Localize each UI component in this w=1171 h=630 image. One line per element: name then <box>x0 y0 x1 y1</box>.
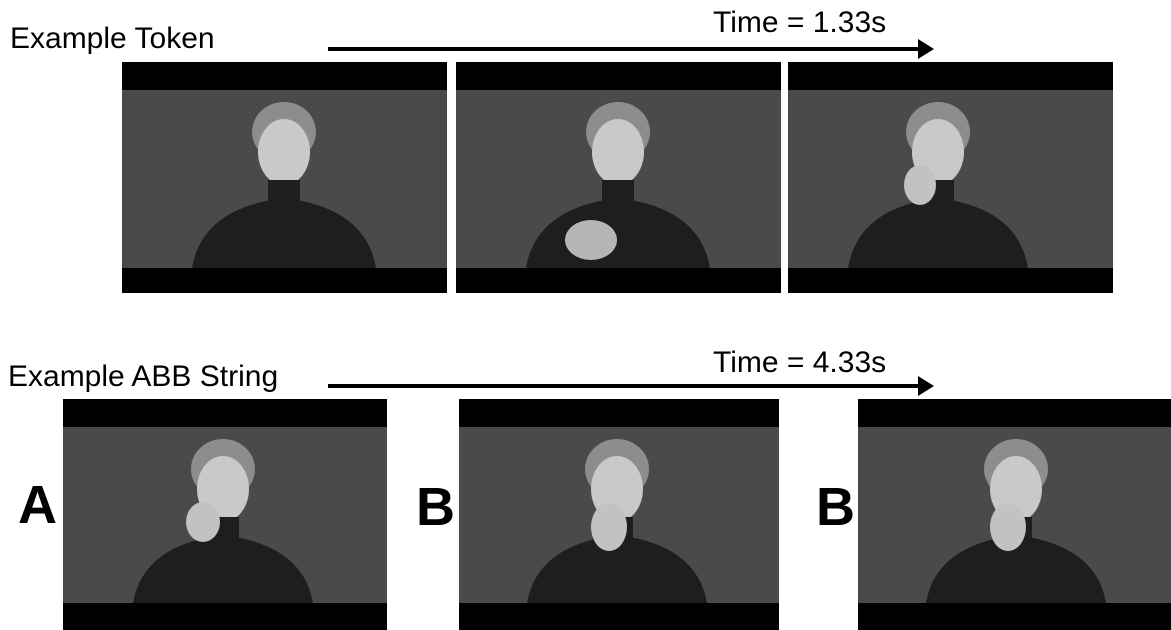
video-frame-token-1 <box>122 62 447 293</box>
video-frame-abb-b1 <box>459 399 779 630</box>
video-frame-token-3 <box>788 62 1113 293</box>
video-frame-abb-b2 <box>858 399 1171 630</box>
signer-image <box>459 427 779 603</box>
signer-image <box>63 427 387 603</box>
signer-image <box>456 90 781 268</box>
signer-image <box>122 90 447 268</box>
video-frame-token-2 <box>456 62 781 293</box>
signer-image <box>858 427 1171 603</box>
letter-b-1: B <box>416 477 455 537</box>
letter-b-2: B <box>816 477 855 537</box>
letter-a: A <box>18 475 57 535</box>
row-label-abb: Example ABB String <box>8 360 279 393</box>
time-arrow-token <box>328 39 934 59</box>
video-frame-abb-a <box>63 399 387 630</box>
time-label-token: Time = 1.33s <box>713 6 887 39</box>
time-arrow-abb <box>328 376 934 396</box>
time-label-abb: Time = 4.33s <box>713 346 887 379</box>
row-label-token: Example Token <box>10 22 215 55</box>
signer-image <box>788 90 1113 268</box>
